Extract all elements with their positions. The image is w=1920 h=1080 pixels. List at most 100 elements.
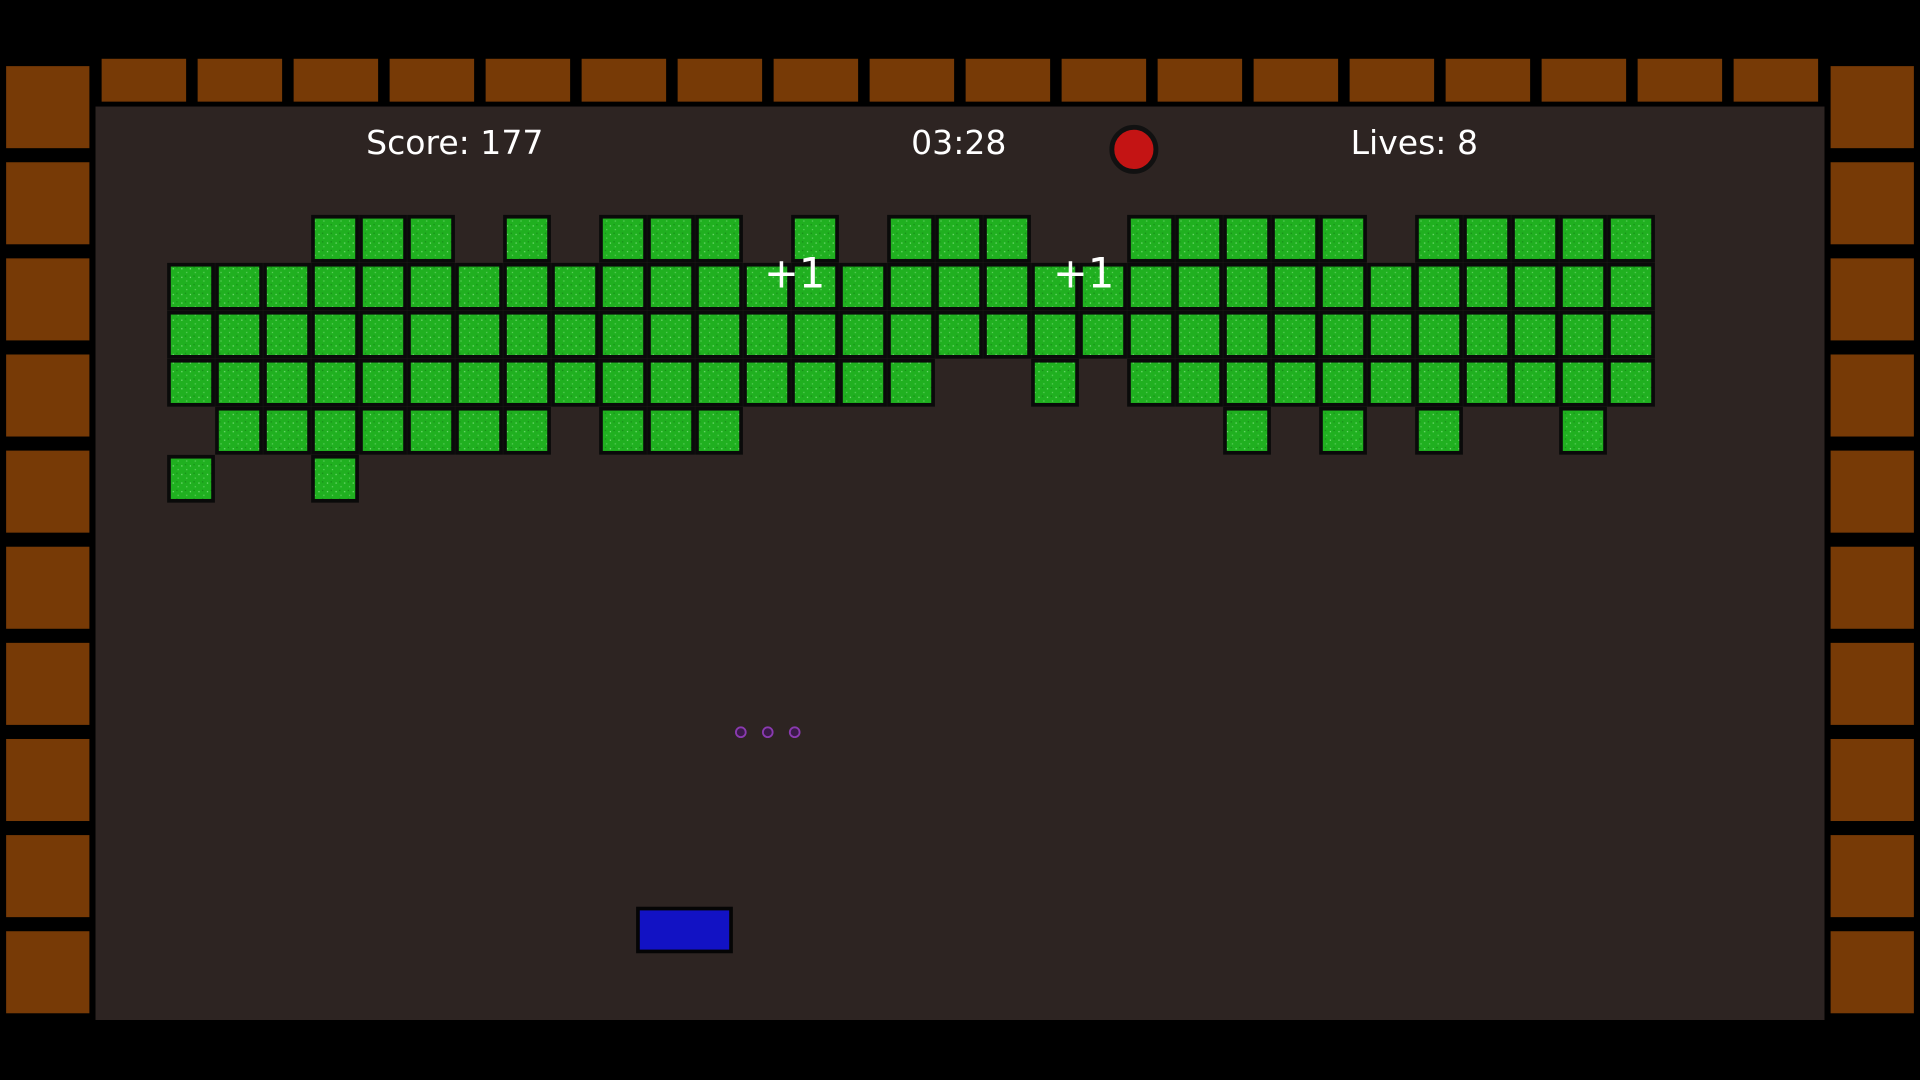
wall-brick <box>1830 258 1914 341</box>
brick <box>599 214 647 263</box>
brick <box>1271 310 1319 359</box>
wall-brick <box>1157 58 1243 102</box>
brick <box>1511 262 1559 311</box>
particles <box>735 726 801 739</box>
brick <box>791 262 839 311</box>
brick <box>455 406 503 455</box>
brick <box>1079 262 1127 311</box>
brick <box>407 406 455 455</box>
brick <box>887 358 935 407</box>
wall-brick <box>1830 835 1914 918</box>
brick <box>983 310 1031 359</box>
brick <box>1607 214 1655 263</box>
brick <box>359 406 407 455</box>
paddle <box>636 906 733 954</box>
brick <box>167 310 215 359</box>
brick <box>215 310 263 359</box>
brick <box>647 214 695 263</box>
brick <box>599 406 647 455</box>
brick <box>359 262 407 311</box>
brick <box>1175 214 1223 263</box>
brick <box>1559 262 1607 311</box>
brick <box>1559 214 1607 263</box>
brick <box>1271 262 1319 311</box>
brick <box>263 406 311 455</box>
brick <box>1463 262 1511 311</box>
wall-brick <box>677 58 763 102</box>
brick <box>407 310 455 359</box>
brick <box>311 454 359 503</box>
brick <box>1607 358 1655 407</box>
brick <box>743 310 791 359</box>
brick <box>455 310 503 359</box>
brick <box>935 214 983 263</box>
brick <box>1511 358 1559 407</box>
brick <box>647 262 695 311</box>
brick <box>887 214 935 263</box>
brick <box>1223 214 1271 263</box>
brick <box>311 214 359 263</box>
brick <box>167 262 215 311</box>
brick <box>1319 358 1367 407</box>
brick <box>599 358 647 407</box>
wall-brick <box>6 354 90 437</box>
brick <box>407 262 455 311</box>
brick <box>935 310 983 359</box>
brick <box>1175 310 1223 359</box>
brick <box>1271 358 1319 407</box>
wall-brick <box>869 58 955 102</box>
brick <box>695 310 743 359</box>
brick <box>311 310 359 359</box>
brick <box>1415 214 1463 263</box>
brick <box>839 310 887 359</box>
brick <box>1559 358 1607 407</box>
brick <box>1127 358 1175 407</box>
brick <box>1415 358 1463 407</box>
brick <box>695 262 743 311</box>
brick <box>215 406 263 455</box>
brick <box>839 358 887 407</box>
brick <box>503 214 551 263</box>
wall-brick <box>6 162 90 245</box>
brick <box>551 262 599 311</box>
brick <box>1463 214 1511 263</box>
brick <box>839 262 887 311</box>
score-popup: +1 <box>1053 249 1114 298</box>
brick <box>1559 406 1607 455</box>
wall-brick <box>1445 58 1531 102</box>
brick <box>1415 262 1463 311</box>
brick <box>695 214 743 263</box>
brick <box>791 310 839 359</box>
brick <box>1463 358 1511 407</box>
brick <box>311 358 359 407</box>
wall-brick <box>6 738 90 822</box>
wall-brick <box>773 58 859 102</box>
brick <box>1607 262 1655 311</box>
wall-brick <box>389 58 475 102</box>
brick <box>983 262 1031 311</box>
brick <box>167 454 215 503</box>
wall-brick <box>6 931 90 1014</box>
brick <box>599 262 647 311</box>
wall-brick <box>6 835 90 918</box>
wall-brick <box>1733 58 1819 102</box>
brick <box>263 262 311 311</box>
brick <box>1031 262 1079 311</box>
wall-brick <box>1830 738 1914 822</box>
brick <box>1511 310 1559 359</box>
brick <box>743 262 791 311</box>
brick <box>887 262 935 311</box>
wall-brick <box>6 450 90 533</box>
brick <box>1175 358 1223 407</box>
wall-brick <box>293 58 379 102</box>
brick <box>311 262 359 311</box>
brick <box>455 358 503 407</box>
score-popup: +1 <box>764 249 825 298</box>
wall-brick <box>6 642 90 725</box>
brick <box>455 262 503 311</box>
brick <box>263 358 311 407</box>
brick <box>1415 310 1463 359</box>
brick <box>1031 310 1079 359</box>
